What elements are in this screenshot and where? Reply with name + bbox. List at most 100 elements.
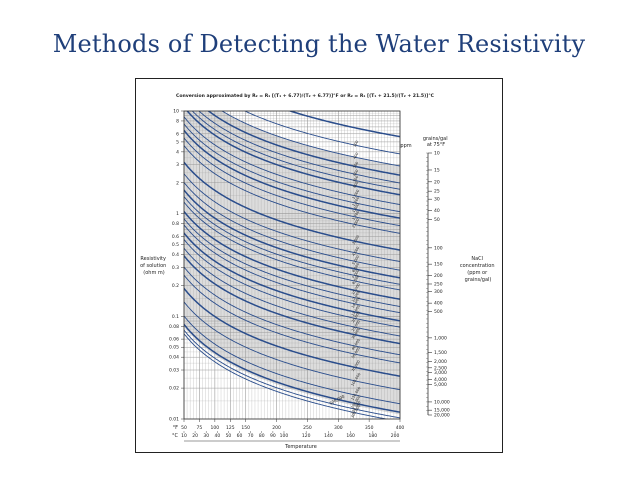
ppm-curve [184,196,400,285]
x-tick-label-c: 200 [391,433,400,439]
ppm-curve [184,116,400,206]
y-tick-label: 1 [176,211,179,217]
ppm-curve-label: 6,000 [352,262,361,273]
x-tick-label-c: 140 [324,433,333,439]
ppm-curve-label: 17,000 [351,304,361,317]
ppm-curve [184,137,400,227]
grains-tick-label: 15,000 [434,408,450,414]
ppm-curve [184,201,400,291]
x-tick-label-f: 50 [181,425,187,431]
x-tick-label-c: 20 [192,433,198,439]
right-scale-label-line: (ppm or [467,270,488,276]
ppm-curve-label: 300,000 [350,403,362,418]
x-tick-label-c: 160 [346,433,355,439]
grains-tick-label: 200 [434,273,443,279]
x-tick-label-f: 100 [211,425,220,431]
x-tick-label-f: 300 [334,425,343,431]
grains-tick-label: 30 [434,197,440,203]
ppm-curve-label: 150,000 [350,386,362,401]
ppm-curve [184,182,400,271]
grains-tick-label: 25 [434,189,440,195]
y-axis-title-line: Resistivity [140,256,166,262]
grains-tick-label: 3,000 [434,370,447,376]
ppm-curve [184,232,400,322]
ppm-curve-label: 40,000 [351,338,361,351]
y-axis-title: Resistivity of solution (ohm m) [140,256,168,276]
x-tick-label-f: 125 [226,425,235,431]
grains-tick-label: 20 [434,179,440,185]
c-unit-label: °C [172,433,179,439]
ppm-curve-label: 50,000 [351,346,361,359]
right-scale-label: NaCl concentration (ppm or grains/gal) [460,256,496,283]
grains-tick-label: 2,000 [434,359,447,365]
y-tick-label: 0.03 [169,368,179,374]
right-scale-title-line: grains/gal [423,136,448,142]
y-axis-title-line: (ohm m) [143,270,165,276]
ppm-curve [243,111,400,155]
ppm-curve [184,333,389,419]
x-axis-title: Temperature [284,444,317,450]
x-tick-label-c: 90 [270,433,276,439]
ppm-curve [207,111,400,176]
ppm-curve-label: 8,000 [352,274,361,285]
grains-tick-label: 5,000 [434,382,447,388]
x-tick-label-c: 10 [181,433,187,439]
ppm-curve-label: 12,000 [351,289,361,302]
ppm-curve-label: 70,000 [351,359,361,372]
ppm-curve [184,129,400,219]
ppm-curve [184,210,400,300]
y-tick-label: 2 [176,180,179,186]
ppm-curve [184,161,400,251]
ppm-curve [184,301,400,391]
ppm-curve [191,111,400,190]
ppm-curve-label: 400 [352,151,359,160]
grains-tick-label: 4,000 [434,377,447,383]
x-tick-label-c: 50 [226,433,232,439]
grains-tick-label: 50 [434,217,440,223]
y-tick-label: 0.05 [169,345,179,351]
y-tick-label: 5 [176,139,179,145]
right-scale-label-line: grains/gal) [465,277,492,283]
ppm-curve [184,274,400,364]
ppm-curve-label: 250,000 [350,400,362,415]
ppm-curve [184,224,400,314]
x-tick-label-f: 150 [241,425,250,431]
x-tick-label-c: 70 [248,433,254,439]
y-tick-label: 0.3 [172,265,179,271]
y-tick-label: 0.5 [172,242,179,248]
y-tick-label: 0.8 [172,221,179,227]
ppm-curve-label: 1,400 [352,202,361,213]
grains-tick-label: 150 [434,262,443,268]
y-tick-label: 4 [176,149,179,155]
x-tick-label-f: 75 [197,425,203,431]
plot-border [183,110,401,420]
grains-tick-label: 20,000 [434,413,450,419]
grains-tick-label: 2,500 [434,365,447,371]
grains-tick-label: 300 [434,289,443,295]
ppm-header: ppm [400,143,411,149]
chart-title: Conversion approximated by R₂ = R₁ [(T₁ … [176,93,435,99]
x-tick-label-c: 180 [369,433,378,439]
slide-title: Methods of Detecting the Water Resistivi… [52,30,586,58]
right-scale-title: grains/gal at 75°F [423,136,449,148]
ppm-curve-label: 1,700 [352,210,361,221]
grains-tick-label: 10 [434,151,440,157]
y-tick-label: 3 [176,162,179,168]
x-tick-label-c: 30 [203,433,209,439]
ppm-curve [287,111,400,138]
x-tick-label-c: 40 [214,433,220,439]
ppm-curve [184,329,400,419]
x-tick-label-f: 250 [303,425,312,431]
ppm-curve-label: 700 [352,175,359,184]
ppm-curve-label: 25,000 [351,319,361,332]
ppm-curve-label: 3,000 [352,234,361,245]
grains-tick-label: 15 [434,167,440,173]
ppm-curve-label: 600 [352,168,359,177]
grains-tick-label: 10,000 [434,399,450,405]
ppm-curve [184,239,400,328]
grains-tick-label: 400 [434,301,443,307]
ppm-curve-label: 100,000 [350,372,362,387]
y-tick-label: 0.2 [172,283,179,289]
ppm-curve [221,111,400,167]
y-tick-label: 8 [176,118,179,124]
